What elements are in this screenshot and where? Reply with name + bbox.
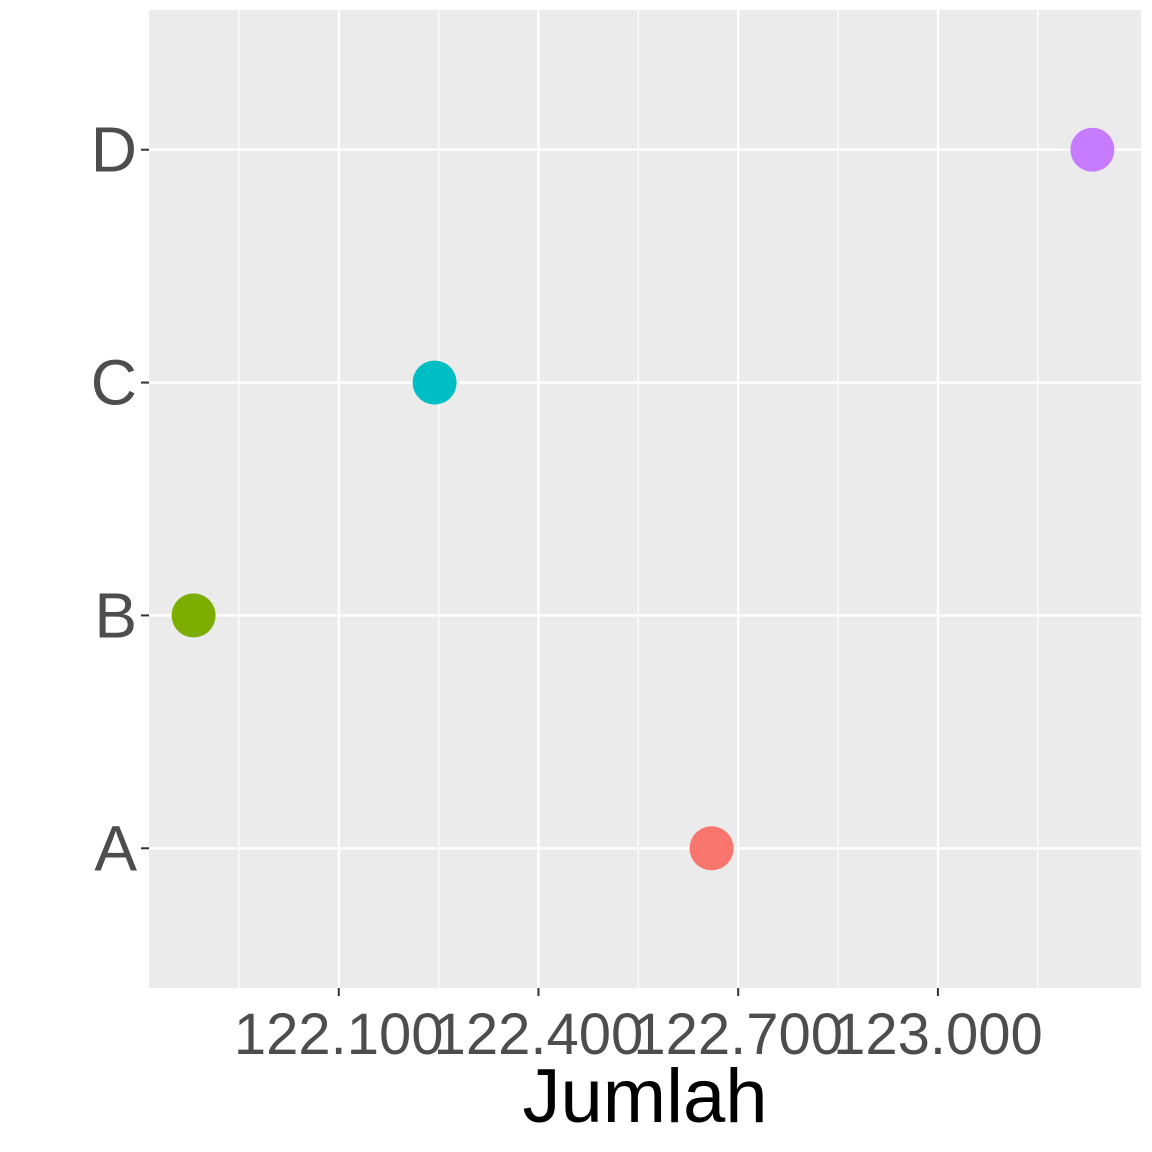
x-axis-title: Jumlah	[523, 1054, 768, 1139]
data-point-d	[1070, 127, 1115, 172]
data-point-a	[689, 826, 734, 871]
x-tick-label: 122.700	[633, 1002, 843, 1067]
x-tick-label: 122.400	[434, 1002, 644, 1067]
data-points	[171, 127, 1115, 871]
y-tick-label: C	[91, 347, 137, 419]
y-tick-label: D	[91, 114, 137, 186]
data-point-c	[412, 360, 457, 405]
minor-gridlines	[238, 10, 1039, 988]
y-tick-label: A	[94, 812, 137, 884]
x-tick-label: 122.100	[234, 1002, 444, 1067]
x-tick-label: 123.000	[833, 1002, 1043, 1067]
data-point-b	[171, 593, 216, 638]
y-axis: A B C D	[91, 114, 149, 884]
y-tick-label: B	[94, 579, 137, 651]
panel-background	[149, 10, 1141, 988]
major-gridlines	[149, 10, 1141, 988]
